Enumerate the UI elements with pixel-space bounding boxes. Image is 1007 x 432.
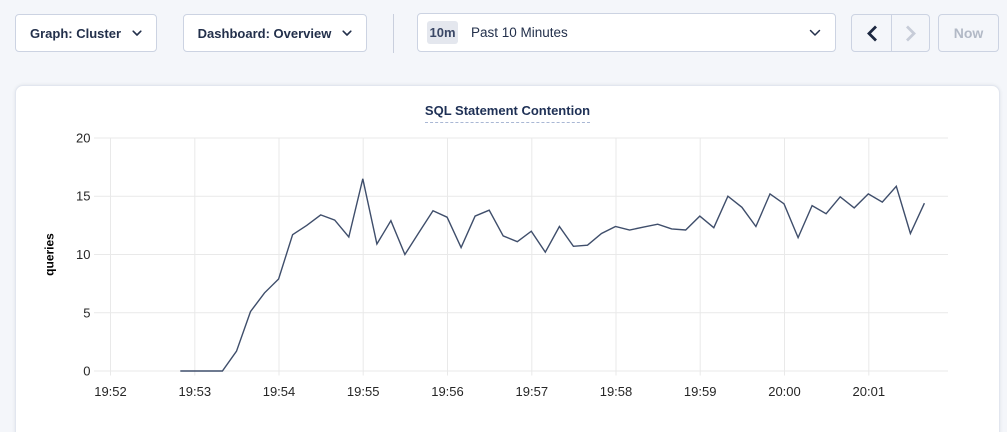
svg-text:20:01: 20:01 — [853, 384, 886, 399]
svg-text:5: 5 — [83, 305, 90, 320]
svg-text:19:58: 19:58 — [600, 384, 633, 399]
svg-text:20: 20 — [76, 131, 90, 146]
svg-text:19:54: 19:54 — [263, 384, 296, 399]
svg-text:20:00: 20:00 — [768, 384, 801, 399]
svg-text:19:52: 19:52 — [94, 384, 127, 399]
svg-text:19:53: 19:53 — [179, 384, 212, 399]
svg-text:queries: queries — [43, 233, 57, 276]
svg-text:0: 0 — [83, 364, 90, 379]
svg-text:19:56: 19:56 — [431, 384, 464, 399]
svg-text:19:57: 19:57 — [516, 384, 549, 399]
svg-text:19:55: 19:55 — [347, 384, 380, 399]
svg-text:15: 15 — [76, 189, 90, 204]
svg-text:10: 10 — [76, 247, 90, 262]
svg-text:19:59: 19:59 — [684, 384, 717, 399]
